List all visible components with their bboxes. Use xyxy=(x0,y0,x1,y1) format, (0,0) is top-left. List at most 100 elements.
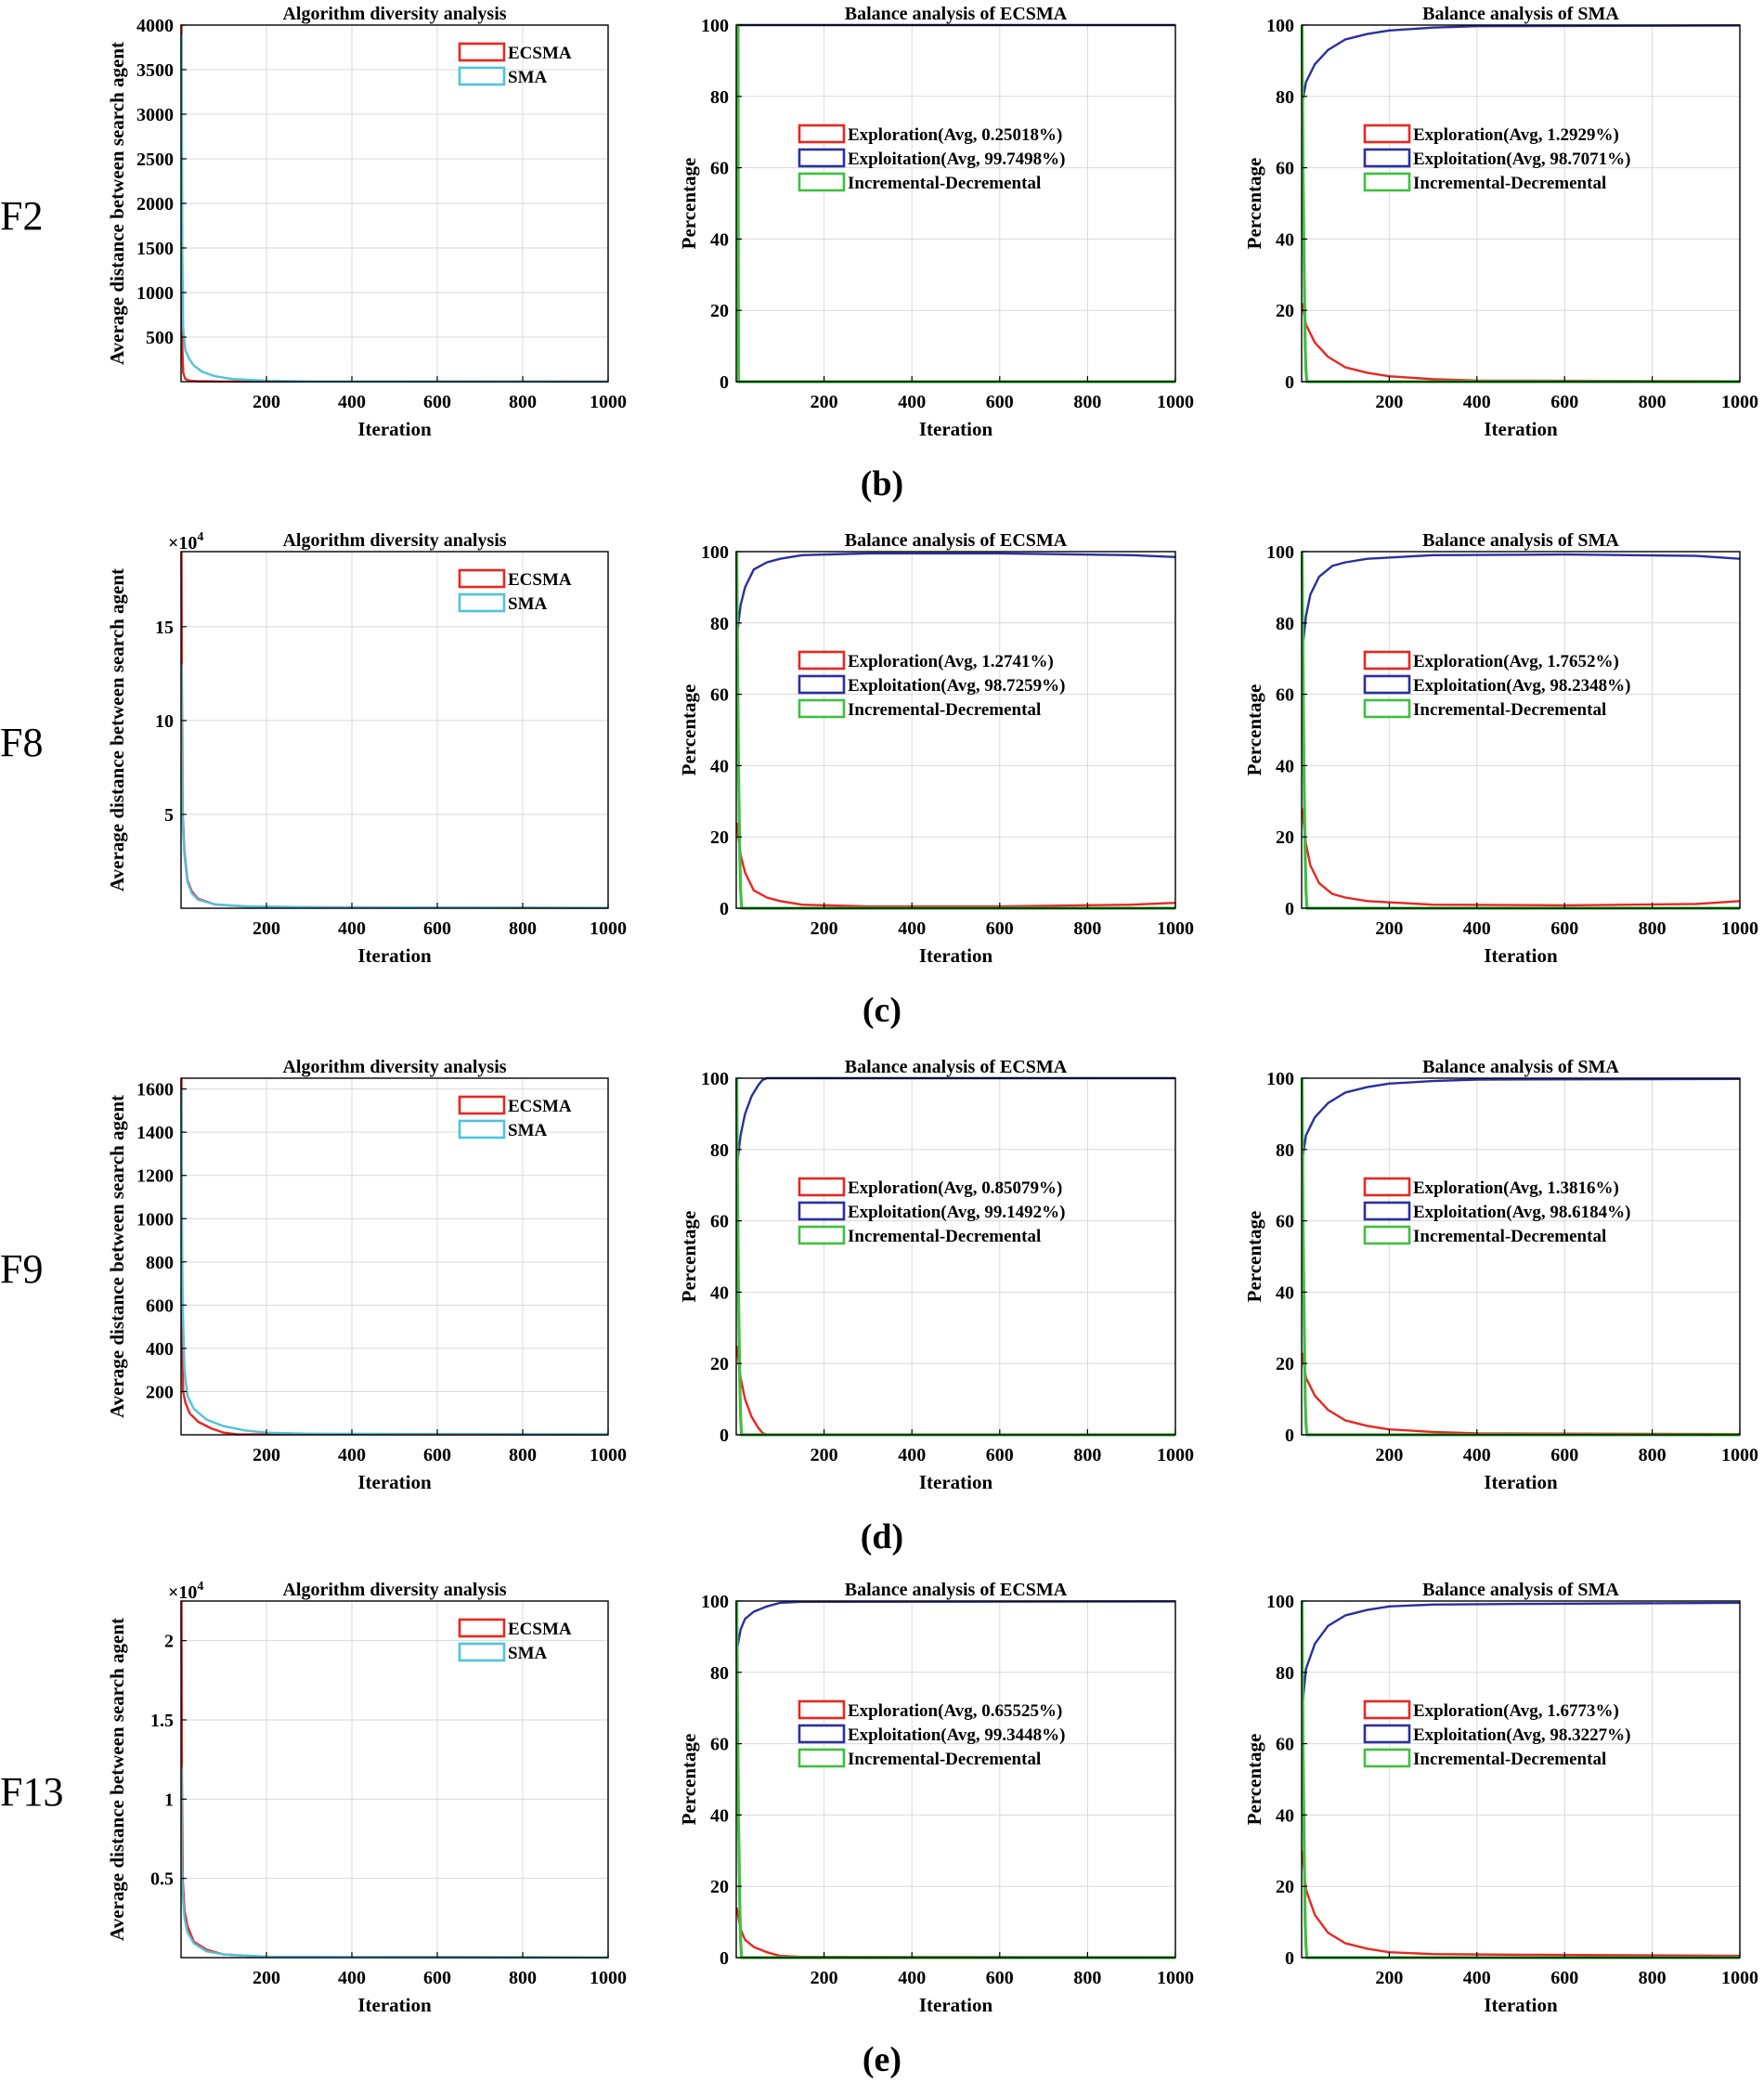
x-axis-label: Iteration xyxy=(919,944,993,967)
legend-entry: SMA xyxy=(508,1121,548,1140)
legend-entry: ECSMA xyxy=(508,1620,572,1639)
y-tick-label: 40 xyxy=(1276,229,1294,250)
plot-frame xyxy=(1301,24,1741,383)
legend-swatch xyxy=(798,1225,846,1245)
y-tick-label: 0 xyxy=(1285,1948,1294,1969)
plot-frame xyxy=(180,551,609,909)
chart-panel-3: 200 400 600 800 1000 0 20 40 60 80 100 Balance anal… xyxy=(1243,4,1758,440)
y-tick-label: 1000 xyxy=(136,283,174,304)
series-line-2 xyxy=(180,664,609,909)
legend-swatch xyxy=(1363,1699,1411,1720)
legend-entry: Exploitation(Avg, 99.3448%) xyxy=(848,1725,1066,1745)
y-tick-label: 10 xyxy=(155,711,174,732)
x-tick-label: 200 xyxy=(1375,1968,1403,1988)
x-tick-label: 600 xyxy=(1550,918,1578,939)
legend-entry: Incremental-Decremental xyxy=(1413,174,1606,193)
x-tick-label: 600 xyxy=(1550,392,1578,412)
x-tick-label: 1000 xyxy=(1157,1445,1194,1465)
x-axis-label: Iteration xyxy=(919,1471,993,1493)
x-tick-label: 200 xyxy=(253,392,280,412)
y-axis-label: Percentage xyxy=(1243,158,1265,250)
legend-swatch xyxy=(798,1201,846,1221)
chart-title: Balance analysis of SMA xyxy=(1422,530,1619,551)
chart-title: Algorithm diversity analysis xyxy=(282,530,506,551)
panel-caption: (b) xyxy=(861,464,903,503)
y-tick-label: 20 xyxy=(1276,1354,1294,1374)
x-tick-label: 800 xyxy=(1639,918,1667,939)
series-line-2 xyxy=(735,1600,1176,1652)
x-axis-label: Iteration xyxy=(1484,418,1558,440)
y-tick-label: 100 xyxy=(701,1592,729,1612)
x-tick-label: 800 xyxy=(1639,1445,1667,1465)
x-axis-label: Iteration xyxy=(357,418,432,440)
legend-swatch xyxy=(1363,124,1411,144)
y-axis-label: Average distance between search agent xyxy=(106,42,128,365)
chart-panel-11: 200 400 600 800 1000 0 20 40 60 80 100 Balance anal… xyxy=(678,1580,1194,2016)
y-tick-label: 4000 xyxy=(136,16,174,36)
legend-entry: ECSMA xyxy=(508,570,572,590)
y-tick-label: 1000 xyxy=(136,1209,174,1230)
y-tick-label: 100 xyxy=(701,542,729,563)
legend-swatch xyxy=(458,1618,506,1638)
x-tick-label: 1000 xyxy=(590,918,627,939)
y-tick-label: 0 xyxy=(1285,899,1294,919)
x-tick-label: 800 xyxy=(1639,1968,1667,1988)
x-tick-label: 600 xyxy=(423,392,451,412)
row-label: F2 xyxy=(0,193,43,239)
x-tick-label: 800 xyxy=(1073,918,1101,939)
x-tick-label: 400 xyxy=(1463,392,1491,412)
legend-entry: SMA xyxy=(508,1644,548,1663)
x-tick-label: 800 xyxy=(1073,1445,1101,1465)
y-tick-label: 20 xyxy=(710,301,729,321)
plot-frame xyxy=(735,24,1176,383)
y-axis-label: Percentage xyxy=(678,1211,700,1303)
y-tick-label: 40 xyxy=(710,1282,729,1303)
chart-title: Algorithm diversity analysis xyxy=(282,1580,506,1600)
legend-swatch xyxy=(1363,650,1411,670)
y-tick-label: 80 xyxy=(1276,1663,1294,1684)
series-line-2 xyxy=(1301,24,1741,104)
legend-entry: ECSMA xyxy=(508,44,572,63)
legend-swatch xyxy=(798,124,846,144)
x-tick-label: 800 xyxy=(509,1968,537,1988)
x-tick-label: 600 xyxy=(986,918,1014,939)
legend-swatch xyxy=(798,674,846,695)
x-tick-label: 400 xyxy=(898,918,926,939)
legend-entry: Exploitation(Avg, 99.7498%) xyxy=(848,150,1066,169)
chart-title: Balance analysis of ECSMA xyxy=(845,1057,1068,1077)
series-line-2 xyxy=(180,1088,609,1436)
y-tick-label: 500 xyxy=(146,328,174,348)
series-line-1 xyxy=(735,822,1176,908)
series-line-1 xyxy=(735,1345,1175,1437)
y-axis-label: Average distance between search agent xyxy=(106,1095,128,1418)
y-tick-label: 40 xyxy=(710,229,729,250)
y-tick-label: 60 xyxy=(1276,1735,1294,1755)
chart-panel-12: 200 400 600 800 1000 0 20 40 60 80 100 Balance anal… xyxy=(1243,1580,1758,2016)
chart-title: Balance analysis of ECSMA xyxy=(845,530,1068,551)
chart-panel-5: 200 400 600 800 1000 0 20 40 60 80 100 Balance anal… xyxy=(678,530,1194,967)
series-line-3 xyxy=(734,551,1175,910)
x-tick-label: 800 xyxy=(1639,392,1667,412)
legend-swatch xyxy=(458,66,506,86)
legend-swatch xyxy=(458,1095,506,1115)
series-line-3 xyxy=(1300,1600,1740,1959)
x-axis-label: Iteration xyxy=(357,944,432,967)
x-tick-label: 600 xyxy=(986,1968,1014,1988)
x-tick-label: 400 xyxy=(898,392,926,412)
plot-frame xyxy=(1301,1600,1741,1959)
y-tick-label: 80 xyxy=(710,614,729,634)
y-tick-label: 20 xyxy=(710,1877,729,1897)
y-tick-label: 80 xyxy=(710,1663,729,1684)
x-tick-label: 1000 xyxy=(590,1445,627,1465)
legend-entry: Exploration(Avg, 1.2929%) xyxy=(1413,125,1619,145)
legend-entry: Exploration(Avg, 1.2741%) xyxy=(848,652,1054,671)
y-tick-label: 0 xyxy=(720,372,729,393)
y-tick-label: 200 xyxy=(146,1382,174,1402)
chart-title: Balance analysis of SMA xyxy=(1422,1057,1619,1077)
series-line-2 xyxy=(735,1076,1175,1168)
chart-panel-6: 200 400 600 800 1000 0 20 40 60 80 100 Balance anal… xyxy=(1243,530,1758,967)
series-line-1 xyxy=(1301,808,1741,907)
y-tick-label: 0 xyxy=(1285,1426,1294,1446)
legend-entry: Incremental-Decremental xyxy=(848,700,1041,720)
plot-frame xyxy=(180,1077,609,1436)
